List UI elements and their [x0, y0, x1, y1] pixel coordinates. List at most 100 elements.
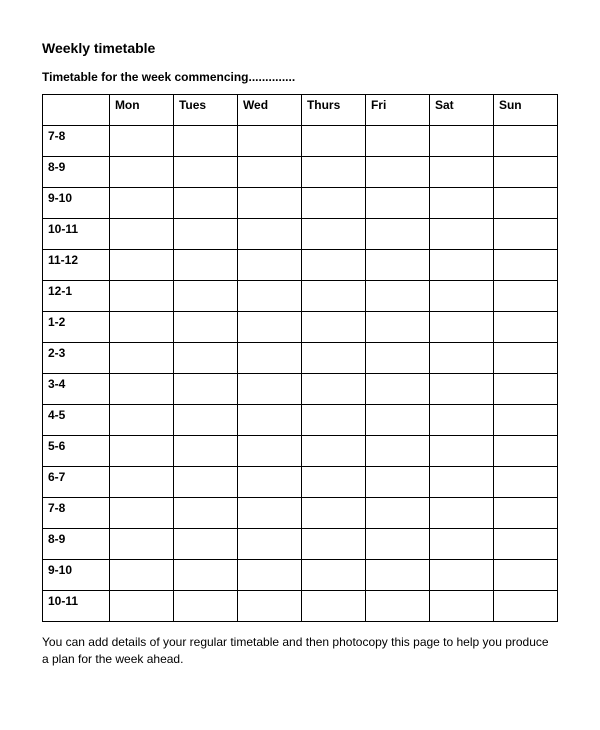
timetable-cell	[237, 467, 301, 498]
timetable-cell	[301, 188, 365, 219]
table-row: 7-8	[43, 126, 558, 157]
timetable-cell	[493, 374, 557, 405]
timetable-cell	[429, 157, 493, 188]
table-row: 4-5	[43, 405, 558, 436]
timetable-cell	[173, 560, 237, 591]
timetable-cell	[109, 467, 173, 498]
time-slot-label: 5-6	[43, 436, 110, 467]
time-slot-label: 9-10	[43, 188, 110, 219]
timetable-cell	[429, 281, 493, 312]
timetable: Mon Tues Wed Thurs Fri Sat Sun 7-88-99-1…	[42, 94, 558, 622]
timetable-cell	[301, 219, 365, 250]
timetable-cell	[301, 560, 365, 591]
timetable-cell	[493, 591, 557, 622]
timetable-cell	[237, 126, 301, 157]
timetable-cell	[365, 374, 429, 405]
timetable-cell	[173, 529, 237, 560]
timetable-cell	[365, 343, 429, 374]
timetable-cell	[429, 436, 493, 467]
table-row: 11-12	[43, 250, 558, 281]
timetable-cell	[301, 312, 365, 343]
timetable-cell	[365, 436, 429, 467]
timetable-cell	[173, 157, 237, 188]
timetable-cell	[429, 219, 493, 250]
timetable-cell	[173, 188, 237, 219]
timetable-cell	[237, 343, 301, 374]
timetable-cell	[493, 560, 557, 591]
timetable-cell	[365, 591, 429, 622]
timetable-cell	[237, 312, 301, 343]
table-row: 12-1	[43, 281, 558, 312]
timetable-cell	[109, 188, 173, 219]
timetable-cell	[493, 343, 557, 374]
timetable-cell	[493, 405, 557, 436]
timetable-cell	[301, 157, 365, 188]
timetable-cell	[493, 250, 557, 281]
timetable-cell	[429, 374, 493, 405]
timetable-cell	[365, 312, 429, 343]
timetable-cell	[493, 281, 557, 312]
timetable-cell	[493, 157, 557, 188]
timetable-cell	[109, 560, 173, 591]
timetable-cell	[173, 312, 237, 343]
timetable-cell	[109, 343, 173, 374]
time-slot-label: 1-2	[43, 312, 110, 343]
table-header-row: Mon Tues Wed Thurs Fri Sat Sun	[43, 95, 558, 126]
timetable-cell	[237, 591, 301, 622]
timetable-cell	[173, 436, 237, 467]
timetable-cell	[365, 188, 429, 219]
time-slot-label: 9-10	[43, 560, 110, 591]
timetable-cell	[109, 405, 173, 436]
timetable-cell	[429, 188, 493, 219]
timetable-cell	[365, 157, 429, 188]
timetable-cell	[301, 529, 365, 560]
timetable-cell	[429, 467, 493, 498]
timetable-cell	[301, 467, 365, 498]
timetable-cell	[173, 250, 237, 281]
time-slot-label: 2-3	[43, 343, 110, 374]
time-slot-label: 10-11	[43, 219, 110, 250]
timetable-cell	[365, 281, 429, 312]
timetable-cell	[173, 219, 237, 250]
header-wed: Wed	[237, 95, 301, 126]
table-body: 7-88-99-1010-1111-1212-11-22-33-44-55-66…	[43, 126, 558, 622]
timetable-cell	[493, 219, 557, 250]
timetable-cell	[429, 529, 493, 560]
timetable-cell	[237, 498, 301, 529]
timetable-cell	[429, 498, 493, 529]
timetable-cell	[237, 281, 301, 312]
timetable-cell	[493, 188, 557, 219]
time-slot-label: 11-12	[43, 250, 110, 281]
timetable-cell	[237, 529, 301, 560]
table-row: 9-10	[43, 560, 558, 591]
timetable-cell	[301, 591, 365, 622]
table-row: 5-6	[43, 436, 558, 467]
time-slot-label: 3-4	[43, 374, 110, 405]
timetable-cell	[429, 312, 493, 343]
timetable-cell	[493, 467, 557, 498]
timetable-cell	[493, 498, 557, 529]
timetable-cell	[365, 560, 429, 591]
timetable-cell	[429, 405, 493, 436]
timetable-cell	[173, 374, 237, 405]
timetable-cell	[493, 529, 557, 560]
timetable-cell	[109, 374, 173, 405]
timetable-cell	[493, 126, 557, 157]
header-sat: Sat	[429, 95, 493, 126]
timetable-cell	[173, 405, 237, 436]
footer-text: You can add details of your regular time…	[42, 634, 558, 668]
header-sun: Sun	[493, 95, 557, 126]
header-thurs: Thurs	[301, 95, 365, 126]
timetable-cell	[237, 560, 301, 591]
header-mon: Mon	[109, 95, 173, 126]
timetable-cell	[301, 126, 365, 157]
timetable-cell	[429, 126, 493, 157]
timetable-cell	[429, 560, 493, 591]
time-slot-label: 7-8	[43, 126, 110, 157]
timetable-cell	[429, 343, 493, 374]
timetable-cell	[109, 157, 173, 188]
timetable-cell	[365, 250, 429, 281]
time-slot-label: 7-8	[43, 498, 110, 529]
timetable-cell	[173, 343, 237, 374]
header-blank	[43, 95, 110, 126]
